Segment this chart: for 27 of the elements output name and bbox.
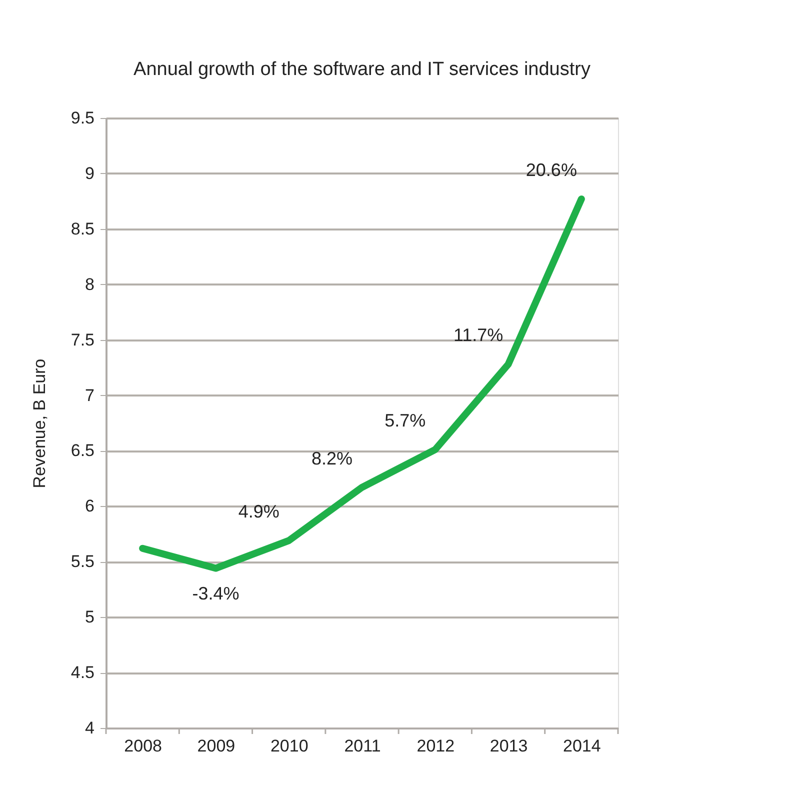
- annotation: 8.2%: [311, 448, 353, 468]
- y-tick-label: 7: [85, 386, 94, 405]
- y-tick-label: 8.5: [70, 219, 94, 238]
- y-tick-label: 7.5: [70, 330, 94, 350]
- y-tick-label: 4.5: [70, 663, 94, 682]
- annotation: 4.9%: [238, 502, 280, 522]
- y-tick-label: 5: [85, 608, 94, 627]
- annotation: 11.7%: [453, 325, 504, 346]
- x-tick-label: 2009: [197, 736, 236, 756]
- x-tick-label: 2011: [344, 736, 381, 756]
- annotation: 5.7%: [384, 410, 426, 431]
- y-tick-label: 9.5: [70, 108, 94, 128]
- chart-title: Annual growth of the software and IT services industry: [134, 59, 591, 80]
- y-tick-label: 8: [85, 274, 94, 294]
- x-tick-label: 2014: [563, 736, 601, 756]
- y-tick-label: 4: [85, 718, 94, 738]
- y-tick-label: 9: [85, 164, 94, 183]
- y-tick-label: 6: [85, 496, 94, 516]
- annotation: -3.4%: [192, 583, 240, 604]
- y-tick-label: 6.5: [70, 441, 94, 460]
- y-axis-title: Revenue, B Euro: [30, 358, 49, 488]
- x-tick-label: 2012: [416, 736, 455, 756]
- y-tick-label: 5.5: [70, 552, 94, 572]
- x-tick-label: 2008: [124, 736, 162, 756]
- x-tick-label: 2010: [270, 736, 308, 756]
- annotation: 20.6%: [526, 160, 577, 180]
- x-tick-label: 2013: [490, 736, 528, 756]
